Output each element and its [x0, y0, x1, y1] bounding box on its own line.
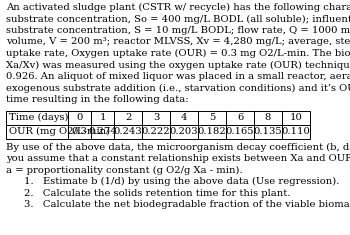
Text: exogenous substrate addition (i.e., starvation conditions) and it’s OUR was meas: exogenous substrate addition (i.e., star… [6, 83, 350, 93]
Text: 0: 0 [76, 113, 83, 122]
Text: Time (days): Time (days) [9, 113, 69, 122]
Text: a = proportionality constant (g O2/g Xa - min).: a = proportionality constant (g O2/g Xa … [6, 165, 243, 175]
Text: substrate concentration, S = 10 mg/L BODL; flow rate, Q = 1000 m³/day; aeration : substrate concentration, S = 10 mg/L BOD… [6, 26, 350, 35]
Text: 0.203: 0.203 [170, 127, 198, 136]
Text: 2: 2 [125, 113, 131, 122]
Text: 2.   Calculate the solids retention time for this plant.: 2. Calculate the solids retention time f… [24, 188, 290, 197]
Text: 0.243: 0.243 [114, 127, 142, 136]
Text: 10: 10 [289, 113, 302, 122]
Bar [6, 110, 310, 138]
Text: 0.926. An aliquot of mixed liquor was placed in a small reactor, aerated without: 0.926. An aliquot of mixed liquor was pl… [6, 72, 350, 81]
Text: OUR (mg O2/L-min): OUR (mg O2/L-min) [9, 127, 110, 136]
Text: 4: 4 [181, 113, 187, 122]
Text: By use of the above data, the microorganism decay coefficient (b, day⁻¹) can be : By use of the above data, the microorgan… [6, 142, 350, 152]
Text: 0.182: 0.182 [198, 127, 226, 136]
Text: 0.3: 0.3 [71, 127, 88, 136]
Text: An activated sludge plant (CSTR w/ recycle) has the following characteristics: I: An activated sludge plant (CSTR w/ recyc… [6, 3, 350, 12]
Text: 0.222: 0.222 [142, 127, 170, 136]
Text: Xa/Xv) was measured using the oxygen uptake rate (OUR) technique and found equal: Xa/Xv) was measured using the oxygen upt… [6, 60, 350, 70]
Text: 1.   Estimate b (1/d) by using the above data (Use regression).: 1. Estimate b (1/d) by using the above d… [24, 177, 340, 186]
Text: 0.110: 0.110 [281, 127, 310, 136]
Text: volume, V = 200 m³; reactor MLVSS, Xv = 4,280 mg/L; average, steady-state oxygen: volume, V = 200 m³; reactor MLVSS, Xv = … [6, 38, 350, 47]
Text: time resulting in the following data:: time resulting in the following data: [6, 95, 189, 104]
Text: uptake rate, Oxygen uptake rate (OUR) = 0.3 mg O2/L-min. The biomass viability (: uptake rate, Oxygen uptake rate (OUR) = … [6, 49, 350, 58]
Text: 6: 6 [237, 113, 243, 122]
Text: 3.   Calculate the net biodegradable fraction of the viable biomass (fd).: 3. Calculate the net biodegradable fract… [24, 200, 350, 209]
Text: you assume that a constant relationship exists between Xa and OUR, i.e., OUR = a: you assume that a constant relationship … [6, 154, 350, 163]
Text: substrate concentration, So = 400 mg/L BODL (all soluble); influent VSS, Xvº = 0: substrate concentration, So = 400 mg/L B… [6, 15, 350, 24]
Text: 5: 5 [209, 113, 215, 122]
Text: 0.274: 0.274 [88, 127, 117, 136]
Text: 3: 3 [153, 113, 159, 122]
Text: 1: 1 [99, 113, 106, 122]
Text: 0.165: 0.165 [226, 127, 254, 136]
Text: 0.135: 0.135 [254, 127, 282, 136]
Text: 8: 8 [265, 113, 271, 122]
